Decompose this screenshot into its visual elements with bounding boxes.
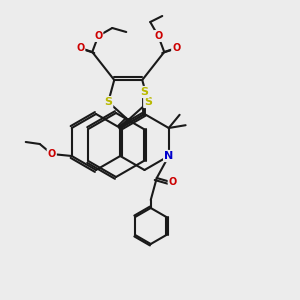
Text: O: O <box>154 31 162 41</box>
Text: N: N <box>164 151 173 161</box>
Text: S: S <box>144 97 152 107</box>
Text: O: O <box>172 43 180 53</box>
Text: O: O <box>169 177 177 187</box>
Text: O: O <box>48 149 56 159</box>
Text: O: O <box>94 31 102 41</box>
Text: S: S <box>140 87 148 97</box>
Text: S: S <box>104 97 112 107</box>
Text: O: O <box>76 43 84 53</box>
